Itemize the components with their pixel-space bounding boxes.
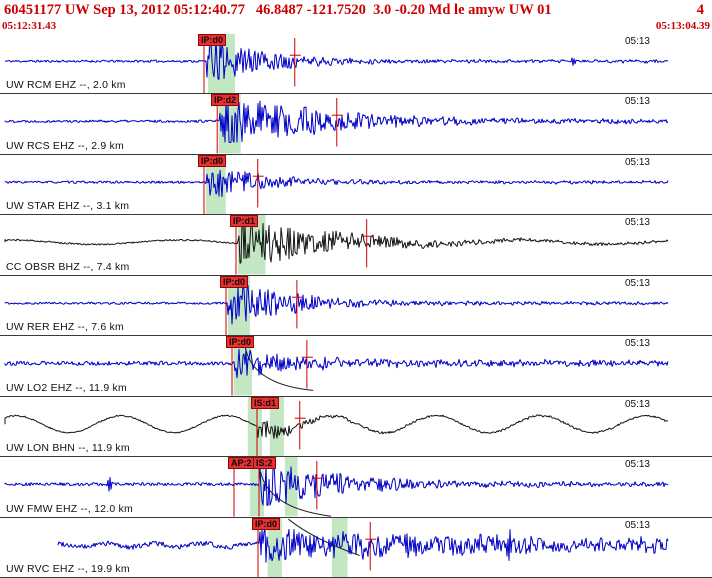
seismogram-trace [4,100,669,144]
trace-time-label: 05:13 [624,156,650,168]
trace-row-obsr[interactable]: IP:d1 05:13 CC OBSR BHZ --, 7.4 km [0,215,712,276]
station-label: UW RCM EHZ --, 2.0 km [6,79,126,92]
seismogram-trace [4,413,668,439]
station-label: CC OBSR BHZ --, 7.4 km [6,260,130,273]
pick-window-band [267,517,282,577]
station-label: UW FMW EHZ --, 12.0 km [6,502,133,515]
trace-time-label: 05:13 [624,36,650,47]
trace-time-label: 05:13 [624,338,650,350]
station-label: UW LO2 EHZ --, 11.9 km [6,381,127,394]
time-range-bar: 05:12:31.43 05:13:04.39 [0,20,712,34]
waveform-canvas[interactable] [0,94,712,154]
trace-row-rer[interactable]: IP:d0 05:13 UW RER EHZ --, 7.6 km [0,275,712,337]
waveform-canvas[interactable] [0,154,712,215]
phase-pick-flag[interactable]: IP:d0 [225,336,254,349]
trace-panel: IP:d0 05:13 UW RCM EHZ --, 2.0 km IP:d2 05:1… [0,34,712,578]
station-label: UW STAR EHZ --, 3.1 km [6,200,130,213]
seismogram-trace [4,462,669,506]
phase-pick-flag[interactable]: IP:d0 [197,154,226,167]
phase-pick-flag[interactable]: IP:d1 [230,215,259,228]
station-label: UW LON BHN --, 11.9 km [6,442,130,455]
waveform-canvas[interactable] [0,396,712,457]
station-label: UW RER EHZ --, 7.6 km [6,321,124,334]
trace-time-label: 05:13 [624,277,650,289]
seismogram-trace [4,284,669,325]
trace-row-star[interactable]: IP:d0 05:13 UW STAR EHZ --, 3.1 km [0,154,712,216]
coda-decay-curve [260,472,332,517]
seismogram-trace [57,527,669,563]
trace-row-rvc[interactable]: IP:d0 05:13 UW RVC EHZ --, 19.9 km [0,517,712,578]
pick-window-band [269,396,284,457]
phase-pick-flag[interactable]: IP:d0 [197,34,226,46]
phase-pick-flag[interactable]: AP:2 [228,457,255,470]
event-summary: 60451177 UW Sep 13, 2012 05:12:40.77 46.… [4,2,552,18]
trace-row-lon[interactable]: IS:d1 05:13 UW LON BHN --, 11.9 km [0,396,712,458]
waveform-canvas[interactable] [0,275,712,336]
phase-pick-flag[interactable]: IP:d0 [219,275,248,288]
seismogram-trace [4,222,669,265]
seismogram-trace [4,169,669,197]
station-label: UW RVC EHZ --, 19.9 km [6,562,130,575]
trace-time-label: 05:13 [624,217,650,229]
trace-row-rcm[interactable]: IP:d0 05:13 UW RCM EHZ --, 2.0 km [0,34,712,95]
station-label: UW RCS EHZ --, 2.9 km [6,139,124,152]
phase-pick-flag[interactable]: IS:2 [253,457,276,470]
trace-row-lo2[interactable]: IP:d0 05:13 UW LO2 EHZ --, 11.9 km [0,336,712,397]
seismogram-trace [4,349,669,379]
trace-time-label: 05:13 [624,398,650,410]
event-header-right-field: 4 [696,2,704,18]
waveform-canvas[interactable] [0,336,712,396]
waveform-canvas[interactable] [0,517,712,577]
pick-window-band [205,154,226,215]
phase-pick-flag[interactable]: IP:d2 [211,94,240,107]
pick-window-band [247,396,262,457]
trace-time-label: 05:13 [624,519,650,531]
trace-row-fmw[interactable]: AP:2 IS:2 05:13 UW FMW EHZ --, 12.0 km [0,457,712,518]
phase-pick-flag[interactable]: IS:d1 [251,396,280,409]
pick-window-band [218,94,241,154]
trace-time-label: 05:13 [624,96,650,108]
phase-pick-flag[interactable]: IP:d0 [252,517,281,530]
window-start-time: 05:12:31.43 [2,20,57,32]
event-header: 60451177 UW Sep 13, 2012 05:12:40.77 46.… [0,0,712,20]
trace-time-label: 05:13 [624,459,650,471]
trace-row-rcs[interactable]: IP:d2 05:13 UW RCS EHZ --, 2.9 km [0,94,712,155]
window-end-time: 05:13:04.39 [655,20,710,32]
seismogram-trace [4,37,669,80]
